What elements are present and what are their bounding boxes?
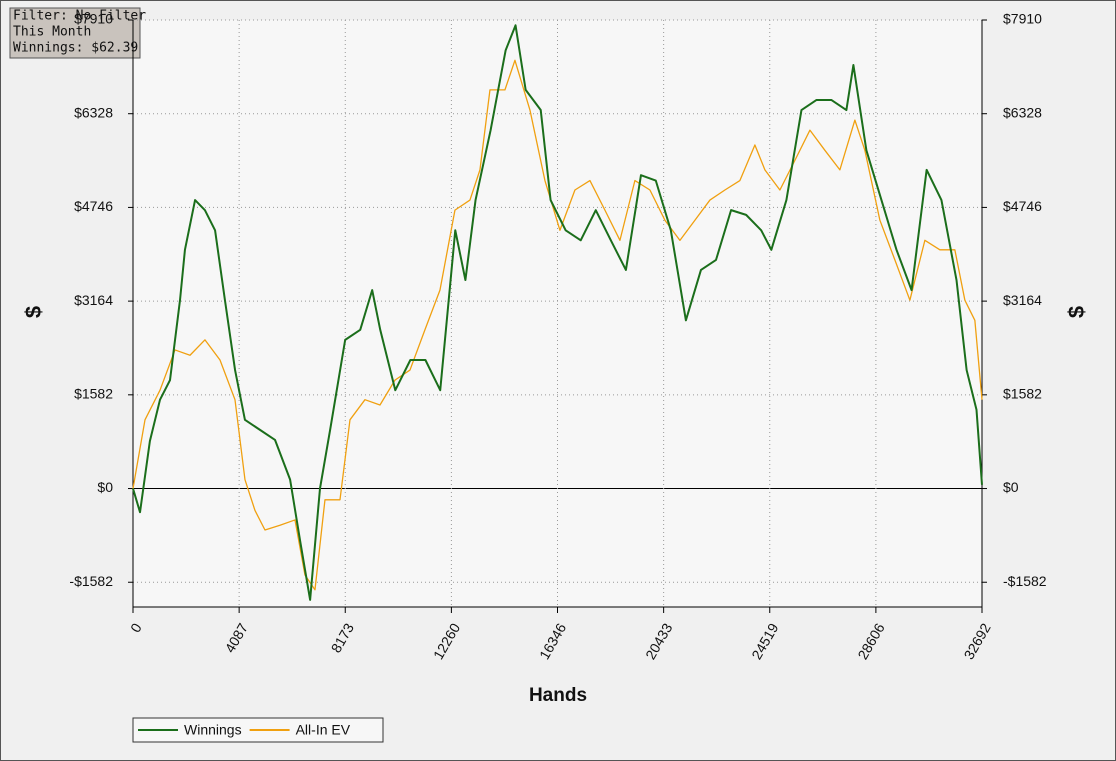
plot-area bbox=[133, 20, 982, 607]
series-line bbox=[132, 24, 983, 601]
series-line bbox=[132, 59, 983, 591]
y-tick-label: $3164 bbox=[74, 292, 113, 308]
y2-tick-label: $7910 bbox=[1003, 11, 1042, 27]
y2-tick-label: -$1582 bbox=[1003, 573, 1047, 589]
y-tick-label: $7910 bbox=[74, 11, 113, 27]
y-tick-label: $4746 bbox=[74, 198, 113, 214]
y-tick-label: $1582 bbox=[74, 386, 113, 402]
y2-tick-label: $0 bbox=[1003, 479, 1019, 495]
y2-tick-label: $3164 bbox=[1003, 292, 1042, 308]
info-line: Filter: No Filter bbox=[13, 9, 146, 24]
y2-tick-label: $6328 bbox=[1003, 104, 1042, 120]
info-line: This Month bbox=[13, 25, 91, 40]
y2-axis-title: $ bbox=[1064, 306, 1089, 318]
info-line: Winnings: $62.39 bbox=[13, 41, 138, 56]
legend-label: Winnings bbox=[184, 722, 242, 738]
y-tick-label: $0 bbox=[97, 479, 113, 495]
y-tick-label: $6328 bbox=[74, 104, 113, 120]
y2-tick-label: $4746 bbox=[1003, 198, 1042, 214]
info-box bbox=[9, 7, 141, 59]
y2-tick-label: $1582 bbox=[1003, 386, 1042, 402]
y-tick-label: -$1582 bbox=[69, 573, 113, 589]
legend-label: All-In EV bbox=[296, 722, 351, 738]
x-axis-title: Hands bbox=[529, 685, 587, 706]
y-axis-title: $ bbox=[21, 306, 46, 318]
